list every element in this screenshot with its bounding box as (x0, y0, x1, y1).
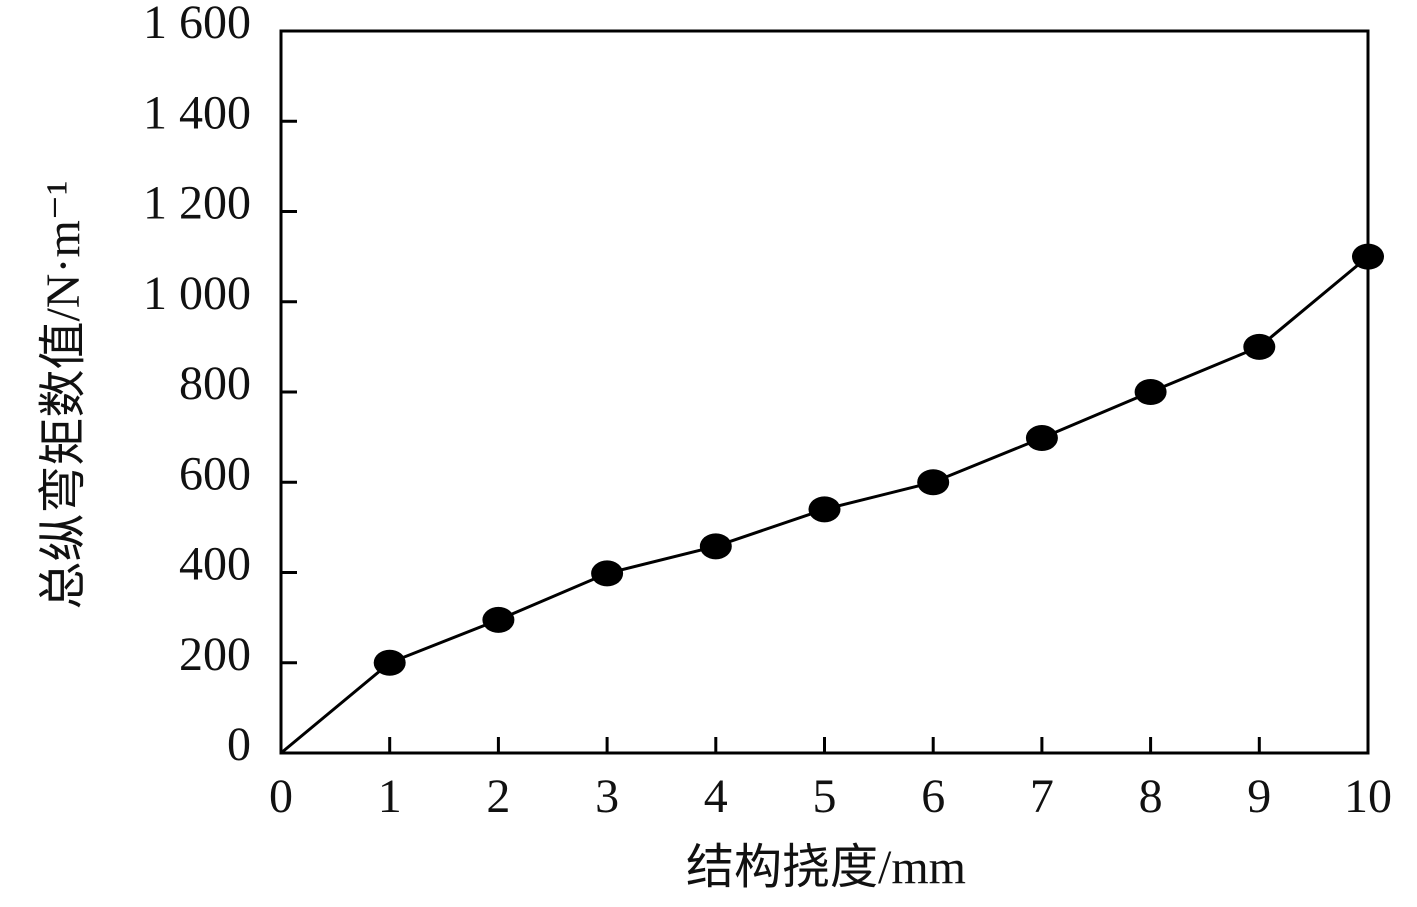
x-tick-label: 0 (269, 770, 293, 823)
y-tick-label: 600 (179, 447, 251, 500)
y-tick-label: 400 (179, 538, 251, 591)
x-tick-label: 1 (378, 770, 402, 823)
y-tick-label: 200 (179, 628, 251, 681)
data-point (917, 469, 950, 496)
plot-frame (279, 29, 1370, 755)
x-tick-label: 10 (1344, 770, 1392, 823)
x-tick-label: 9 (1247, 770, 1271, 823)
x-tick-label: 7 (1030, 770, 1054, 823)
y-tick-label: 1 400 (143, 86, 251, 139)
data-point (699, 533, 732, 560)
data-point (1025, 425, 1058, 452)
x-tick-label: 4 (704, 770, 728, 823)
y-tick-label: 1 000 (143, 267, 251, 320)
x-tick-label: 8 (1139, 770, 1163, 823)
data-point (1352, 243, 1384, 270)
y-tick-label: 1 200 (143, 177, 251, 230)
x-tick-label: 6 (921, 770, 945, 823)
data-point (482, 606, 515, 633)
y-tick-label: 1 600 (143, 0, 251, 49)
y-axis-label: 总纵弯矩数值/N·m⁻¹ (37, 180, 90, 609)
x-tick-label: 5 (813, 770, 837, 823)
data-point (373, 649, 406, 676)
x-tick-label: 3 (595, 770, 619, 823)
x-tick-label: 2 (486, 770, 510, 823)
data-point (808, 496, 841, 523)
data-point (1134, 379, 1167, 405)
data-point (1243, 333, 1276, 360)
data-point (591, 560, 624, 587)
y-tick-label: 800 (179, 357, 251, 410)
y-tick-label: 0 (227, 718, 251, 771)
x-axis-label: 结构挠度/mm (686, 841, 966, 894)
